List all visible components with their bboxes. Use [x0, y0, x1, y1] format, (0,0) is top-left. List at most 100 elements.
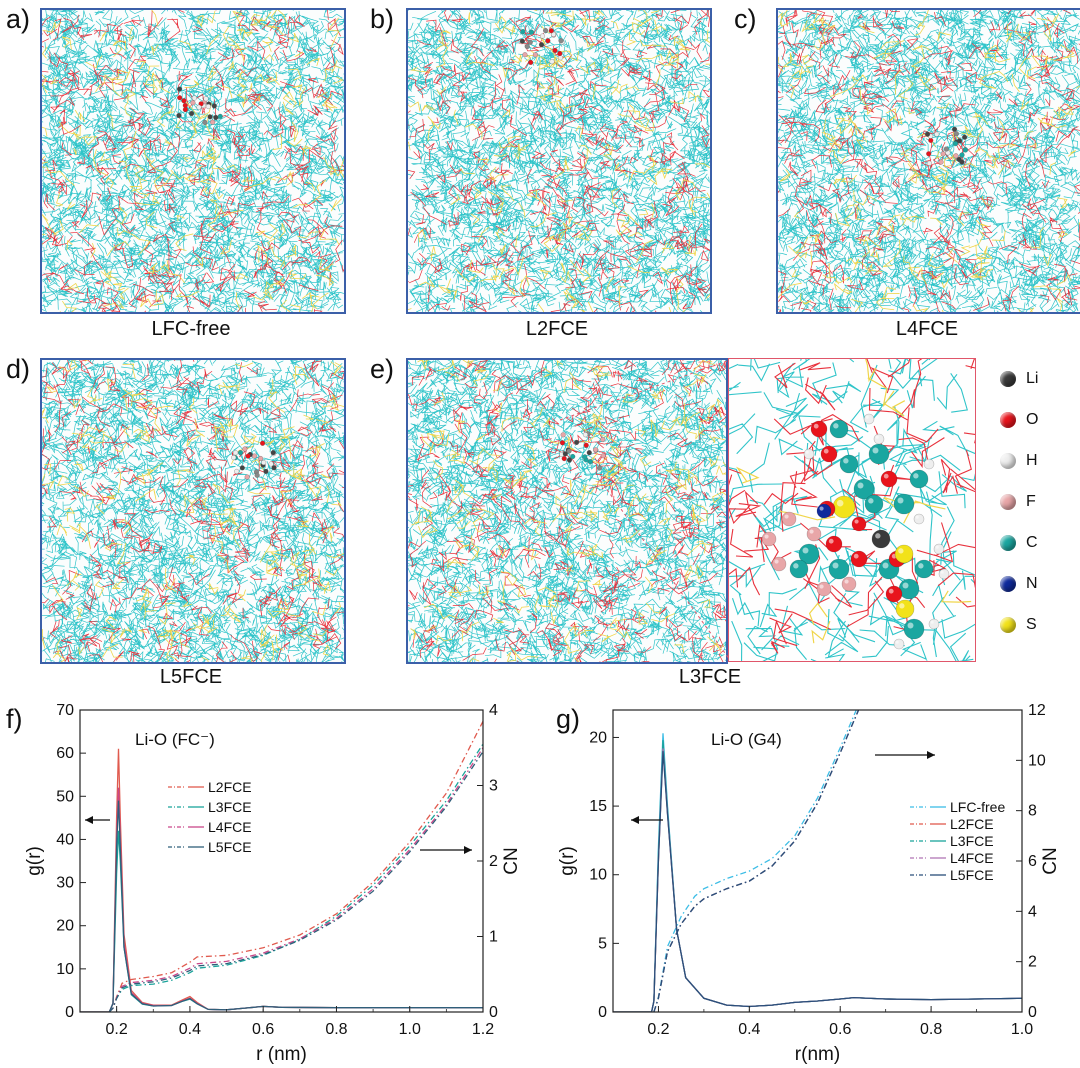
y-axis-label: g(r)	[557, 846, 578, 876]
series-line-cn	[108, 721, 483, 1012]
y2-tick-label: 4	[489, 702, 498, 719]
legend-label: H	[1026, 452, 1038, 469]
panel-label-b: b)	[370, 4, 395, 34]
panel-label-e: e)	[370, 354, 395, 384]
zoom-inset-l3fce	[728, 358, 976, 662]
caption-l4fce: L4FCE	[895, 318, 959, 340]
legend-entry: L3FCE	[208, 799, 252, 815]
x-tick-label: 0.4	[738, 1021, 760, 1038]
legend-entry: L2FCE	[208, 779, 252, 795]
legend-entry: L5FCE	[950, 867, 994, 883]
h-atom-icon	[1000, 453, 1016, 469]
li-atom-icon	[1000, 371, 1016, 387]
y2-axis-label: CN	[501, 847, 522, 874]
series-line-cn	[108, 747, 483, 1012]
li-cluster	[231, 440, 277, 480]
series-line-cn	[653, 710, 860, 1012]
y2-tick-label: 4	[1028, 903, 1037, 920]
y-tick-label: 20	[56, 918, 74, 935]
series-line-cn	[653, 710, 860, 1012]
arrow-head-icon	[464, 846, 472, 854]
s-atom-icon	[1000, 617, 1016, 633]
series-line-gr	[80, 787, 483, 1012]
legend-entry: L4FCE	[950, 850, 994, 866]
series-line-cn	[653, 710, 860, 1012]
o-atom-icon	[1000, 412, 1016, 428]
x-tick-label: 1.0	[1011, 1021, 1033, 1038]
legend-item-li: Li	[1000, 366, 1038, 392]
y2-tick-label: 6	[1028, 853, 1037, 870]
panel-label-d: d)	[6, 354, 31, 384]
y2-tick-label: 2	[1028, 954, 1037, 971]
x-tick-label: 0.8	[325, 1021, 347, 1038]
x-tick-label: 1.0	[399, 1021, 421, 1038]
arrow-head-icon	[631, 816, 639, 824]
n-atom-icon	[1000, 576, 1016, 592]
x-tick-label: 1.2	[472, 1021, 494, 1038]
panel-label-c: c)	[734, 4, 757, 34]
legend-item-s: S	[1000, 612, 1037, 638]
x-tick-label: 0.6	[829, 1021, 851, 1038]
series-line-cn	[653, 710, 857, 1012]
legend-label: O	[1026, 411, 1039, 428]
y-tick-label: 10	[56, 961, 74, 978]
y-tick-label: 5	[598, 935, 607, 952]
series-line-cn	[108, 743, 483, 1012]
caption-l2fce: L2FCE	[525, 318, 589, 340]
y-tick-label: 70	[56, 702, 74, 719]
plot-frame	[79, 709, 484, 1013]
y-tick-label: 40	[56, 831, 74, 848]
legend-label: Li	[1026, 370, 1039, 387]
y2-tick-label: 0	[489, 1004, 498, 1021]
legend-label: S	[1026, 616, 1037, 633]
y-tick-label: 50	[56, 788, 74, 805]
y2-axis-label: CN	[1040, 847, 1061, 874]
li-cluster	[925, 126, 969, 166]
legend-item-h: H	[1000, 448, 1038, 474]
y2-tick-label: 10	[1028, 752, 1046, 769]
chart-annotation: Li-O (FC⁻)	[135, 730, 215, 749]
li-cluster	[559, 431, 606, 471]
legend-label: N	[1026, 575, 1038, 592]
y2-tick-label: 8	[1028, 803, 1037, 820]
legend-item-f: F	[1000, 489, 1036, 515]
legend-entry: L4FCE	[208, 819, 252, 835]
legend-item-o: O	[1000, 407, 1038, 433]
snapshot-l3fce	[406, 358, 728, 664]
c-atom-icon	[1000, 535, 1016, 551]
molecular-mesh	[778, 10, 1080, 312]
snapshot-l2fce	[406, 8, 712, 314]
series-line-gr	[613, 751, 1022, 1012]
panel-label-g: g)	[556, 704, 581, 734]
x-tick-label: 0.8	[920, 1021, 942, 1038]
y-axis-label: g(r)	[24, 846, 45, 876]
rdf-chart-li-o-g4: 0.2 0.4 0.6 0.8 1.005101520024681012r(nm)g(r…	[557, 702, 1061, 1065]
series-line-gr	[80, 800, 483, 1012]
li-cluster	[519, 28, 565, 65]
x-tick-label: 0.6	[252, 1021, 274, 1038]
y-tick-label: 15	[589, 798, 607, 815]
legend-label: F	[1026, 493, 1036, 510]
caption-l5fce: L5FCE	[159, 666, 223, 688]
y-tick-label: 10	[589, 867, 607, 884]
x-axis-label: r (nm)	[256, 1044, 307, 1065]
x-tick-label: 0.2	[106, 1021, 128, 1038]
caption-lfc-free: LFC-free	[151, 318, 231, 340]
y2-tick-label: 1	[489, 929, 498, 946]
y-tick-label: 20	[589, 729, 607, 746]
x-axis-label: r(nm)	[795, 1044, 840, 1065]
x-tick-label: 0.2	[647, 1021, 669, 1038]
molecular-mesh	[42, 360, 344, 662]
y-tick-label: 0	[598, 1004, 607, 1021]
caption-l3fce: L3FCE	[678, 666, 742, 688]
legend-label: C	[1026, 534, 1038, 551]
legend-item-n: N	[1000, 571, 1038, 597]
rdf-chart-li-o-fc: 0.2 0.4 0.6 0.8 1.0 1.201020304050607001234r …	[24, 702, 522, 1065]
chart-annotation: Li-O (G4)	[711, 730, 782, 749]
y-tick-label: 30	[56, 875, 74, 892]
chart-f: 0.2 0.4 0.6 0.8 1.0 1.2 0 10 20 30 40 50 60 70 0 1 2 3 4 r …	[0, 700, 540, 1068]
y2-tick-label: 0	[1028, 1004, 1037, 1021]
legend-item-c: C	[1000, 530, 1038, 556]
x-tick-label: 0.4	[179, 1021, 201, 1038]
panel-label-a: a)	[6, 4, 31, 34]
